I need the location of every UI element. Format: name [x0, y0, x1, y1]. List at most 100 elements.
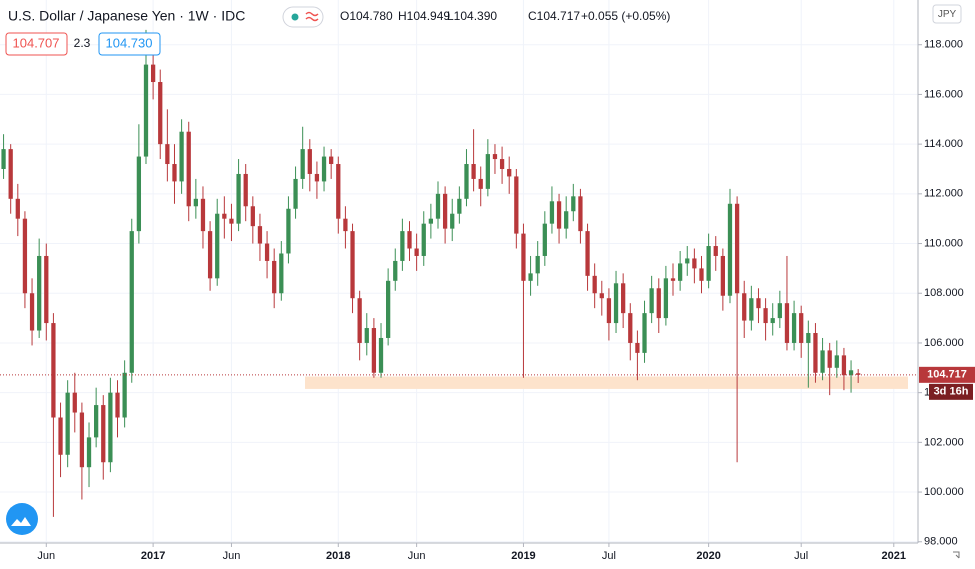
scale-settings[interactable]: [953, 551, 960, 559]
candle-body: [215, 213, 220, 279]
candle-body: [279, 253, 284, 294]
candle-body: [713, 246, 718, 256]
y-tick-label: 98.000: [924, 536, 958, 548]
candle-body: [200, 198, 206, 232]
candle-body: [827, 350, 832, 368]
x-tick-label: Jun: [408, 550, 426, 562]
candle-body: [193, 198, 198, 207]
candle-body: [293, 178, 298, 209]
candle-body: [514, 176, 519, 234]
candle-body: [656, 288, 661, 319]
indicator-badge[interactable]: [282, 6, 324, 28]
y-tick-label: 118.000: [924, 39, 963, 51]
candle-body: [442, 193, 448, 229]
candle-body: [15, 198, 20, 219]
y-tick-label: 114.000: [924, 138, 963, 150]
change-label: +0.055 (+0.05%): [581, 9, 670, 23]
candle-body: [578, 196, 583, 232]
countdown-label: 3d 16h: [934, 386, 969, 398]
candle-body: [143, 64, 149, 157]
close-label: C104.717: [528, 9, 580, 23]
support-zone: [305, 376, 908, 389]
ask-box[interactable]: [98, 32, 161, 56]
y-tick-label: 106.000: [924, 337, 964, 349]
candle-body: [393, 260, 398, 281]
candle-body: [329, 156, 334, 165]
ask-label: 104.730: [106, 35, 153, 50]
candle-body: [236, 173, 241, 224]
candle-body: [272, 260, 277, 294]
logo[interactable]: [6, 503, 38, 535]
candle-body: [37, 255, 42, 331]
candle-body: [307, 149, 312, 174]
candle-body: [670, 278, 676, 281]
candle-body: [350, 231, 355, 299]
candle-body: [521, 233, 526, 281]
candle-body: [264, 243, 270, 261]
candle-body: [613, 283, 619, 324]
candle-body: [663, 278, 669, 319]
price-label: 104.717: [927, 369, 967, 381]
candle-body: [108, 392, 113, 463]
candle-body: [478, 178, 483, 189]
candle-body: [229, 218, 234, 224]
logo-mark: [11, 517, 31, 526]
price-label-box: [919, 366, 975, 383]
candle-body: [407, 231, 412, 249]
candle-body: [685, 258, 690, 264]
candle-body: [507, 168, 512, 177]
candle-body: [207, 231, 213, 279]
candle-body: [841, 355, 847, 376]
currency-button[interactable]: [932, 4, 962, 24]
candle-body: [599, 293, 604, 299]
candle-body: [343, 218, 348, 232]
candle-body: [635, 342, 640, 353]
candle-body: [172, 164, 177, 182]
candle-body: [742, 293, 747, 321]
candle-body: [813, 333, 818, 373]
candle-body: [421, 223, 426, 256]
candle-body: [834, 355, 839, 368]
countdown-box: [929, 383, 973, 400]
y-tick-label: 112.000: [924, 188, 963, 200]
candle-body: [471, 164, 476, 179]
y-tick-label: 116.000: [924, 88, 963, 100]
candle-body: [158, 82, 163, 145]
y-tick-label: 108.000: [924, 287, 964, 299]
candle-body: [8, 149, 13, 199]
candle-body: [86, 437, 92, 468]
candle-body: [321, 156, 327, 182]
candle-body: [628, 313, 633, 343]
candle-body: [621, 283, 626, 314]
candle-body: [727, 203, 733, 296]
candle-body: [492, 154, 498, 160]
open-label: O104.780: [340, 9, 393, 23]
candle-body: [122, 372, 127, 418]
candle-body: [770, 318, 775, 324]
plot-area: [0, 29, 918, 517]
candle-body: [250, 206, 255, 227]
candle-body: [336, 164, 341, 219]
candle-body: [65, 392, 70, 455]
candle-body: [856, 373, 861, 375]
bid-box[interactable]: [5, 32, 68, 56]
candle-body: [257, 226, 263, 244]
x-tick-label: Jul: [602, 550, 616, 562]
candle-body: [799, 313, 804, 343]
candle-body: [29, 293, 35, 331]
candle-body: [749, 298, 754, 321]
candle-body: [848, 370, 854, 376]
candle-body: [243, 173, 248, 207]
candle-body: [22, 218, 28, 294]
x-tick-label: 2021: [882, 550, 906, 562]
x-tick-label: Jun: [223, 550, 241, 562]
candle-body: [400, 231, 405, 261]
candle-body: [457, 198, 462, 214]
candle-body: [101, 405, 106, 463]
candle-body: [94, 405, 99, 438]
candle-body: [556, 201, 562, 229]
candle-body: [115, 392, 120, 418]
x-tick-label: Jul: [794, 550, 808, 562]
candle-body: [179, 131, 184, 182]
candle-body: [129, 231, 134, 373]
